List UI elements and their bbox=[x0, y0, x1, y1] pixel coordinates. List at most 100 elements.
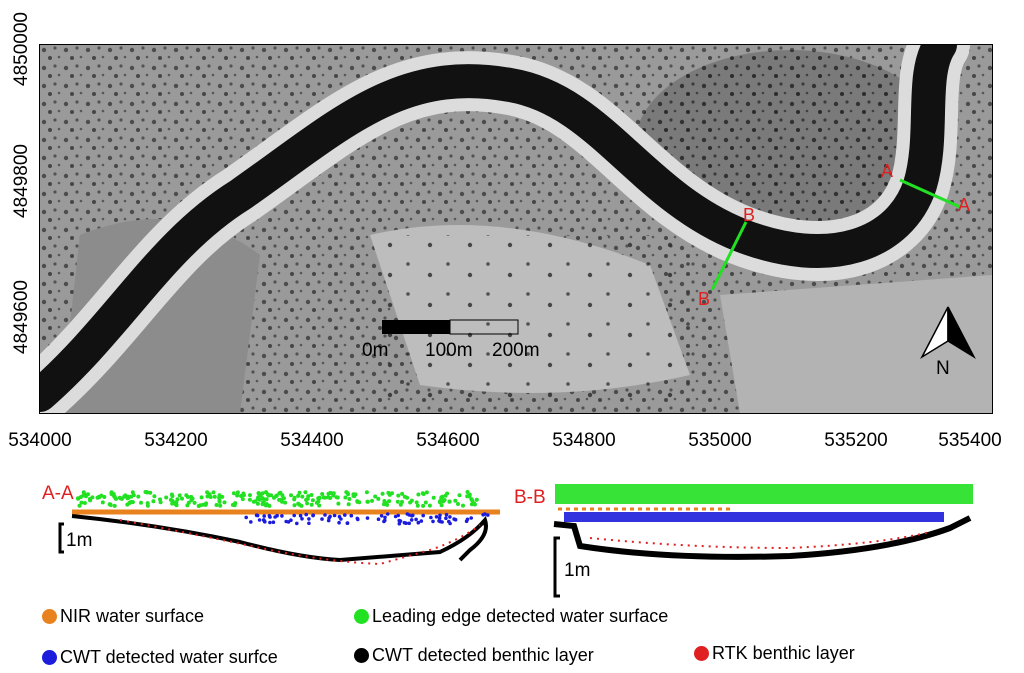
leading-edge-point bbox=[343, 495, 348, 500]
leading-edge-point bbox=[102, 495, 107, 499]
leading-edge-point bbox=[306, 494, 311, 499]
legend-item-cwt-benthic: CWT detected benthic layer bbox=[354, 644, 594, 666]
leading-edge-point bbox=[408, 500, 413, 505]
cwt-water-point bbox=[464, 519, 469, 523]
leading-edge-point bbox=[240, 497, 245, 502]
leading-edge-point bbox=[211, 490, 216, 495]
cwt-water-point bbox=[356, 517, 360, 522]
profile-b-plot bbox=[553, 484, 973, 598]
leading-edge-point bbox=[144, 490, 149, 494]
cwt-water-point bbox=[292, 513, 296, 518]
scale-label-200: 200m bbox=[492, 340, 540, 361]
leading-edge-point bbox=[126, 494, 130, 499]
leading-edge-point bbox=[99, 493, 104, 498]
leading-edge-point bbox=[109, 492, 114, 496]
cwt-water-point bbox=[437, 516, 442, 520]
leading-edge-point bbox=[292, 497, 297, 502]
leading-edge-point bbox=[177, 493, 182, 498]
leading-edge-point bbox=[257, 497, 262, 502]
profile-b-rtk-benthic bbox=[589, 531, 931, 550]
leading-edge-point bbox=[336, 501, 341, 506]
leading-edge-point bbox=[214, 503, 219, 507]
leading-edge-point bbox=[424, 490, 429, 495]
profile-a-cwt-water-points bbox=[244, 512, 490, 526]
x-tick-534800: 534800 bbox=[552, 430, 616, 451]
leading-edge-point bbox=[415, 503, 420, 508]
cwt-water-point bbox=[429, 515, 433, 520]
leading-edge-point bbox=[242, 493, 246, 498]
cwt-water-point bbox=[398, 519, 403, 523]
leading-edge-point bbox=[76, 496, 80, 501]
legend-item-leading-edge: Leading edge detected water surface bbox=[354, 605, 668, 627]
section-label-a-start: A bbox=[881, 161, 894, 181]
x-tick-535200: 535200 bbox=[824, 430, 888, 451]
leading-edge-point bbox=[264, 490, 268, 495]
x-tick-534600: 534600 bbox=[416, 430, 480, 451]
leading-edge-point bbox=[199, 495, 204, 500]
legend-item-cwt-water: CWT detected water surfce bbox=[42, 646, 278, 668]
leading-edge-point bbox=[427, 503, 432, 508]
profile-a-scale-bar bbox=[58, 522, 64, 554]
leading-edge-point bbox=[100, 500, 105, 505]
map-frame bbox=[39, 44, 993, 414]
leading-edge-point bbox=[461, 503, 465, 508]
profile-b-scale-bar bbox=[553, 536, 560, 598]
leading-edge-point bbox=[264, 502, 269, 507]
cwt-water-point bbox=[349, 513, 354, 518]
cwt-water-point bbox=[289, 518, 293, 522]
leading-edge-point bbox=[465, 494, 470, 499]
leading-edge-point bbox=[289, 493, 293, 498]
leading-edge-point bbox=[169, 492, 174, 497]
profile-b-title: B-B bbox=[514, 487, 546, 508]
cwt-water-point bbox=[365, 516, 370, 520]
leading-edge-point bbox=[174, 500, 179, 505]
leading-edge-point bbox=[292, 503, 297, 508]
cwt-water-point bbox=[337, 514, 342, 519]
leading-edge-point bbox=[217, 493, 222, 498]
leading-edge-point bbox=[474, 497, 479, 502]
leading-edge-point bbox=[247, 497, 252, 502]
leading-edge-point bbox=[251, 499, 256, 504]
legend-swatch bbox=[694, 646, 709, 661]
leading-edge-point bbox=[260, 502, 265, 507]
leading-edge-point bbox=[303, 490, 308, 495]
cwt-water-point bbox=[448, 515, 452, 519]
leading-edge-point bbox=[310, 498, 315, 503]
leading-edge-point bbox=[239, 494, 243, 498]
leading-edge-point bbox=[299, 503, 304, 508]
scale-bar-hollow bbox=[449, 319, 519, 335]
leading-edge-point bbox=[203, 502, 208, 507]
leading-edge-point bbox=[189, 498, 194, 503]
map-image bbox=[10, 15, 992, 425]
cwt-water-point bbox=[376, 517, 381, 521]
leading-edge-point bbox=[326, 491, 331, 496]
leading-edge-point bbox=[314, 500, 319, 505]
aerial-map: 0m 100m 200m N A A B B bbox=[10, 15, 992, 425]
leading-edge-point bbox=[260, 491, 265, 496]
cwt-water-point bbox=[409, 518, 414, 522]
leading-edge-point bbox=[382, 502, 386, 507]
cwt-water-point bbox=[444, 516, 448, 520]
leading-edge-point bbox=[309, 493, 314, 497]
cwt-water-point bbox=[434, 515, 439, 519]
legend-item-rtk-benthic: RTK benthic layer bbox=[694, 642, 855, 664]
scale-label-0: 0m bbox=[362, 340, 389, 361]
leading-edge-point bbox=[152, 494, 157, 499]
north-label: N bbox=[936, 358, 950, 379]
leading-edge-point bbox=[335, 495, 340, 500]
leading-edge-point bbox=[439, 503, 444, 508]
leading-edge-point bbox=[81, 490, 86, 495]
leading-edge-point bbox=[125, 502, 130, 507]
cwt-water-point bbox=[304, 512, 309, 517]
cwt-water-point bbox=[405, 512, 410, 516]
leading-edge-point bbox=[465, 490, 470, 494]
cwt-water-point bbox=[431, 519, 435, 524]
cwt-water-point bbox=[407, 521, 412, 526]
leading-edge-point bbox=[218, 503, 223, 508]
leading-edge-point bbox=[456, 502, 460, 506]
leading-edge-point bbox=[112, 503, 117, 508]
y-tick-4850000: 4850000 bbox=[11, 12, 32, 86]
leading-edge-point bbox=[376, 496, 381, 501]
leading-edge-point bbox=[266, 493, 271, 498]
leading-edge-point bbox=[107, 502, 112, 507]
